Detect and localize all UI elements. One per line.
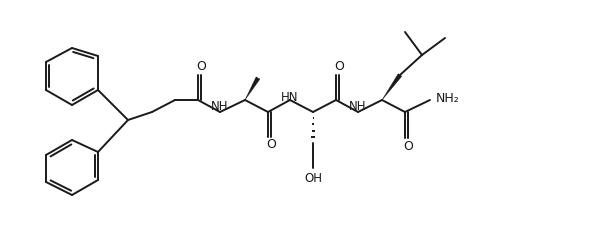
Text: O: O	[196, 61, 206, 73]
Text: OH: OH	[304, 172, 322, 184]
Polygon shape	[382, 74, 402, 100]
Text: O: O	[403, 140, 413, 152]
Text: HN: HN	[281, 91, 299, 104]
Text: NH₂: NH₂	[436, 92, 460, 105]
Text: O: O	[266, 139, 276, 152]
Text: NH: NH	[349, 100, 367, 113]
Text: NH: NH	[211, 100, 229, 113]
Text: O: O	[334, 61, 344, 73]
Polygon shape	[245, 77, 260, 100]
